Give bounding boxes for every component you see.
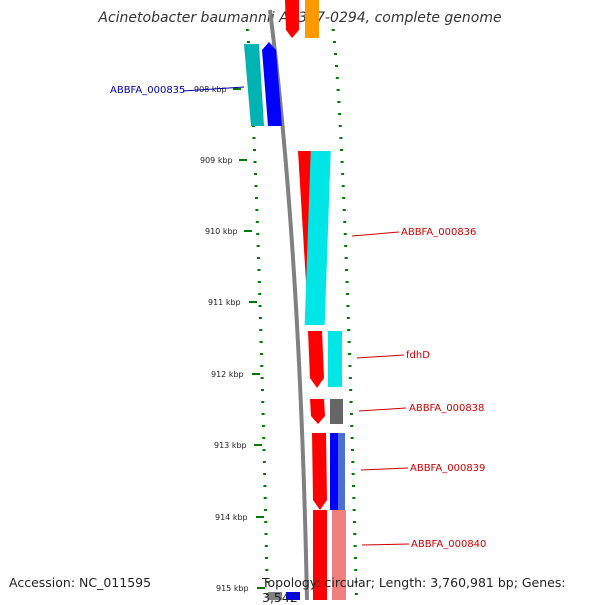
gene-feature-000835-blue[interactable] (262, 42, 282, 126)
leader-line (358, 407, 407, 412)
map-title: Acinetobacter baumannii AB307-0294, comp… (98, 10, 502, 26)
tick-label: 912 kbp (211, 370, 244, 379)
gene-feature-bottom-blue[interactable] (286, 592, 300, 600)
gene-feature-000839-blue[interactable] (330, 433, 338, 510)
topology-text: Topology: circular; Length: 3,760,981 bp… (262, 575, 566, 605)
tick-label: 913 kbp (214, 441, 247, 450)
gene-feature-bottom-grey[interactable] (268, 592, 282, 600)
gene-feature-000838-red[interactable] (310, 399, 325, 424)
gene-feature-top-orange[interactable] (305, 0, 319, 38)
gene-label-ABBFA_000838[interactable]: ABBFA_000838 (409, 403, 484, 414)
gene-features (244, 0, 346, 600)
gene-feature-000839-steelblue[interactable] (338, 433, 345, 510)
gene-feature-000836-cyan[interactable] (304, 151, 331, 325)
gene-label-ABBFA_000835[interactable]: ABBFA_000835 (110, 85, 185, 96)
leader-line (361, 543, 410, 546)
leader-line (360, 467, 409, 471)
tick-label: 915 kbp (216, 584, 249, 593)
gene-label-ABBFA_000836[interactable]: ABBFA_000836 (401, 227, 476, 238)
gene-feature-fdhD-red[interactable] (308, 331, 324, 388)
right-dotted-ring (331, 29, 358, 595)
tick-label: 911 kbp (208, 298, 241, 307)
tick-label: 909 kbp (200, 156, 233, 165)
accession-text: Accession: NC_011595 (9, 575, 152, 590)
leader-line (182, 86, 245, 92)
gene-feature-fdhD-cyan[interactable] (328, 331, 342, 387)
gene-labels: ABBFA_000835 ABBFA_000836 fdhD ABBFA_000… (110, 85, 486, 550)
tick-label: 914 kbp (215, 513, 248, 522)
gene-feature-top-red[interactable] (285, 0, 299, 38)
leader-line (351, 231, 400, 237)
gene-feature-000839-red[interactable] (312, 433, 327, 510)
leader-line (356, 354, 405, 359)
tick-label: 910 kbp (205, 227, 238, 236)
gene-label-ABBFA_000840[interactable]: ABBFA_000840 (411, 539, 486, 550)
gene-label-fdhD[interactable]: fdhD (406, 350, 430, 361)
gene-feature-000840-red[interactable] (313, 510, 327, 600)
gene-feature-000835-teal[interactable] (244, 44, 264, 126)
gene-feature-000838-grey[interactable] (330, 399, 343, 424)
gene-feature-000840-salmon[interactable] (332, 510, 346, 600)
gene-label-ABBFA_000839[interactable]: ABBFA_000839 (410, 463, 485, 474)
